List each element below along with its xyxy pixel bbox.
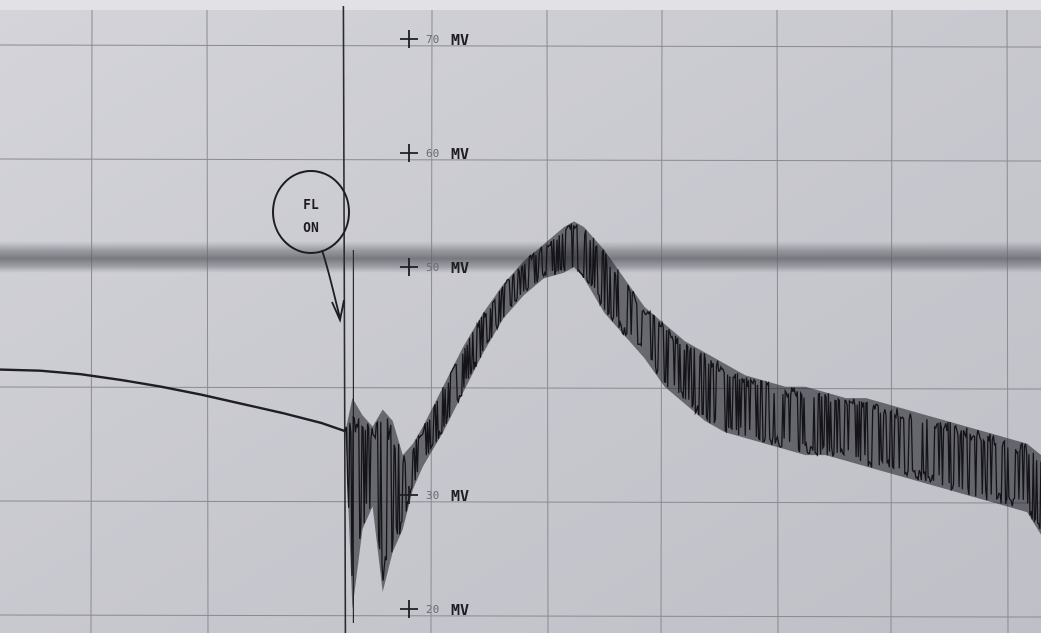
noise-envelope (345, 221, 1041, 609)
y-axis-ticks: 70 MV 60 MV 50 MV 30 MV 20 MV (400, 30, 469, 619)
y-tick-unit: MV (451, 259, 469, 277)
grid-line-horizontal (0, 158, 1041, 162)
y-tick-number: 30 (426, 489, 439, 502)
grid-line-vertical (546, 9, 549, 633)
signal-trace (0, 221, 1041, 609)
y-tick-number: 20 (426, 603, 439, 616)
grid-line-horizontal (0, 614, 1041, 618)
y-tick-number: 70 (426, 33, 439, 46)
grid-line-vertical (90, 9, 93, 633)
y-tick: 20 MV (400, 600, 469, 619)
grid-line-vertical (776, 9, 779, 633)
y-tick-unit: MV (451, 31, 469, 49)
y-tick: 60 MV (400, 144, 469, 163)
annotation-line1: FL (303, 198, 319, 213)
fl-on-annotation: FL ON (272, 170, 350, 323)
grid-line-vertical (430, 9, 433, 633)
noise-trace (344, 223, 1041, 581)
y-tick: 50 MV (400, 258, 469, 277)
grid-line-horizontal (0, 44, 1041, 48)
event-vertical-line (342, 5, 347, 633)
grid-line-vertical (206, 9, 209, 633)
y-tick-unit: MV (451, 487, 469, 505)
arrow-shaft (321, 249, 341, 319)
y-tick-number: 50 (426, 261, 439, 274)
baseline-trace (0, 368, 346, 433)
paper-margin (0, 0, 1041, 10)
y-tick-unit: MV (451, 601, 469, 619)
y-tick: 70 MV (400, 30, 469, 49)
grid-line-vertical (1006, 9, 1009, 633)
y-tick-unit: MV (451, 145, 469, 163)
grid-line-horizontal (0, 500, 1041, 504)
annotation-line2: ON (303, 221, 319, 236)
y-tick-number: 60 (426, 147, 439, 160)
y-tick: 30 MV (400, 486, 469, 505)
grid-line-horizontal (0, 386, 1041, 390)
arrow-head-icon (331, 299, 345, 323)
grid-line-vertical (890, 9, 893, 633)
annotation-circle (272, 170, 350, 254)
